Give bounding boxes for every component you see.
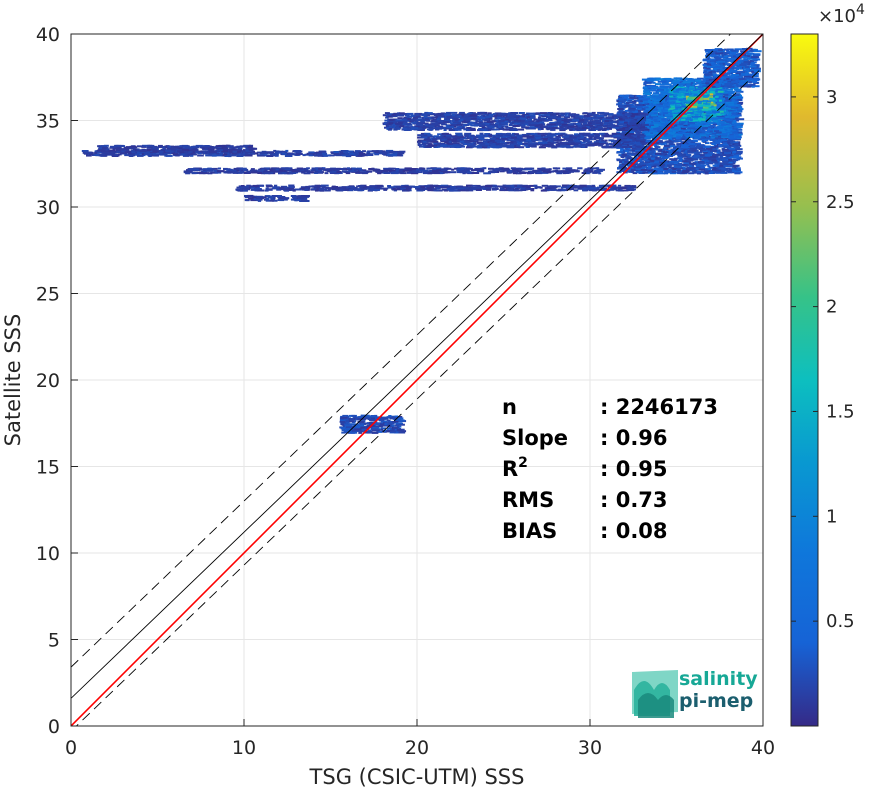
- logo-salinity-text: salinity: [679, 668, 758, 690]
- density-segment: [97, 144, 258, 154]
- stat-value: : 0.96: [600, 426, 668, 450]
- x-axis-ticks: 0 10 20 30 40: [65, 719, 775, 759]
- density-segment: [382, 111, 650, 132]
- salinity-logo: salinity pi-mep: [632, 668, 758, 718]
- density-segment: [235, 184, 637, 192]
- x-tick-label: 30: [578, 737, 602, 759]
- density-segment: [702, 47, 762, 88]
- stat-label: Slope: [502, 426, 568, 450]
- stat-label: n: [502, 395, 517, 419]
- colorbar-tick-label: 0.5: [826, 611, 855, 632]
- stat-value: : 2246173: [600, 395, 718, 419]
- stat-label: RMS: [502, 488, 554, 512]
- stat-value: : 0.95: [600, 457, 668, 481]
- density-segment: [183, 167, 605, 175]
- y-tick-label: 30: [36, 197, 60, 219]
- reference-lines: [71, 34, 763, 726]
- y-tick-label: 15: [36, 457, 60, 479]
- y-tick-label: 20: [36, 370, 60, 392]
- logo-pimep-text: pi-mep: [679, 690, 753, 712]
- x-axis-label: TSG (CSIC-UTM) SSS: [309, 765, 525, 789]
- colorbar-tick-label: 1.5: [826, 401, 855, 422]
- y-tick-label: 5: [48, 630, 60, 652]
- x-tick-label: 10: [232, 737, 256, 759]
- y-axis-ticks: 0 5 10 15 20 25 30 35 40: [36, 24, 78, 738]
- stat-value: : 0.08: [600, 519, 668, 543]
- y-tick-label: 35: [36, 111, 60, 133]
- colorbar-exponent: ×104: [818, 2, 865, 27]
- x-tick-label: 20: [405, 737, 429, 759]
- regression-line: [71, 34, 763, 699]
- colorbar-ticks: 0.5 1 1.5 2 2.5 3: [791, 87, 855, 632]
- y-tick-label: 40: [36, 24, 60, 46]
- colorbar-tick-label: 2.5: [826, 192, 855, 213]
- x-tick-label: 0: [65, 737, 77, 759]
- colorbar-tick-label: 2: [826, 297, 837, 318]
- colorbar-tick-label: 1: [826, 506, 837, 527]
- wave-logo-icon: [632, 670, 678, 718]
- density-segment: [244, 194, 310, 202]
- x-tick-label: 40: [751, 737, 775, 759]
- y-axis-label: Satellite SSS: [1, 314, 25, 447]
- y-tick-label: 25: [36, 284, 60, 306]
- stat-value: : 0.73: [600, 488, 668, 512]
- stat-label: BIAS: [502, 519, 557, 543]
- y-tick-label: 0: [48, 716, 60, 738]
- colorbar-tick-label: 3: [826, 87, 837, 108]
- y-tick-label: 10: [36, 543, 60, 565]
- density-segment: [339, 414, 407, 434]
- colorbar: [790, 33, 819, 727]
- one-to-one-line: [71, 34, 763, 726]
- density-segment: [417, 132, 648, 149]
